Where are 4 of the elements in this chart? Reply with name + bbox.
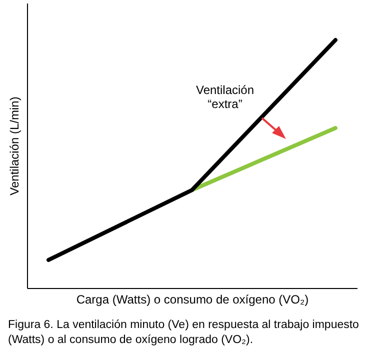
text: Figura 6. La ventilación minuto (Ve) en respuesta al trabajo impuesto (Watts) o al consumo de oxígeno logrado (VO₂).: [8, 318, 360, 348]
x-axis-title: Carga (Watts) o consumo de oxígeno (VO₂): [76, 292, 309, 306]
y-axis-title: Ventilación (L/min): [8, 96, 22, 196]
annotation: Ventilación “extra”: [196, 83, 254, 111]
